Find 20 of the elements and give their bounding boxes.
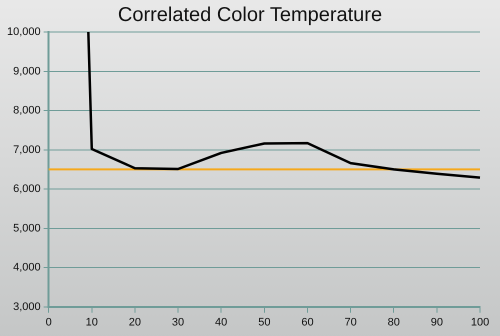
x-tick-label: 0 bbox=[46, 316, 52, 328]
y-tick-label: 4,000 bbox=[13, 262, 41, 274]
x-tick-label: 90 bbox=[430, 316, 443, 328]
y-tick-label: 10,000 bbox=[6, 26, 41, 38]
x-tick-label: 30 bbox=[172, 316, 184, 328]
x-tick-label: 60 bbox=[301, 316, 314, 328]
x-tick-label: 10 bbox=[86, 316, 98, 328]
x-tick-label: 40 bbox=[215, 316, 228, 328]
x-tick-label: 70 bbox=[344, 316, 357, 328]
x-tick-label: 50 bbox=[258, 316, 270, 328]
x-tick-label: 20 bbox=[128, 316, 142, 328]
x-tick-label: 80 bbox=[388, 316, 400, 328]
x-tick-label: 100 bbox=[470, 316, 490, 328]
y-tick-label: 8,000 bbox=[13, 104, 41, 117]
y-tick-label: 3,000 bbox=[13, 300, 41, 313]
y-tick-label: 9,000 bbox=[13, 65, 41, 78]
y-tick-label: 6,000 bbox=[13, 183, 41, 196]
chart-title: Correlated Color Temperature bbox=[116, 4, 384, 27]
y-tick-label: 5,000 bbox=[13, 222, 41, 234]
y-tick-label: 7,000 bbox=[13, 144, 41, 156]
